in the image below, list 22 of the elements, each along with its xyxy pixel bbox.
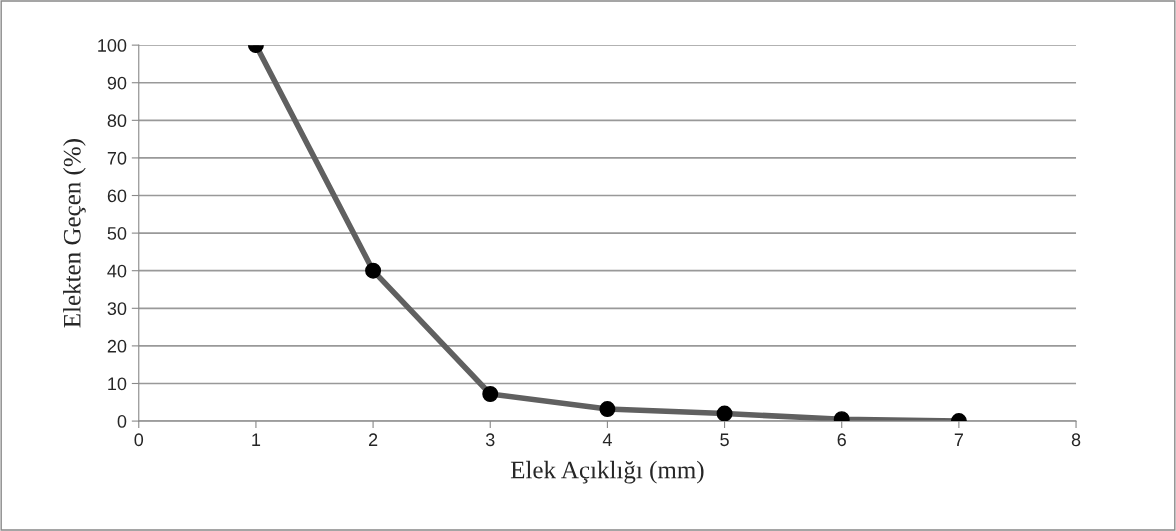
x-tick-label: 8 (1071, 433, 1081, 447)
y-tick-label: 100 (98, 39, 127, 52)
y-tick-label: 20 (107, 339, 127, 353)
y-tick-label: 90 (107, 76, 127, 90)
y-tick-label: 60 (107, 189, 127, 203)
x-tick-label: 5 (720, 433, 729, 447)
y-tick-label: 30 (107, 302, 127, 316)
y-tick-label: 80 (107, 114, 127, 128)
y-axis-title: Elekten Geçen (%) (63, 139, 86, 328)
y-tick-label: 10 (108, 377, 127, 391)
x-tick-label: 6 (837, 433, 846, 447)
x-tick-label: 3 (485, 433, 495, 447)
y-tick-label: 50 (107, 227, 127, 240)
y-tick-label: 70 (107, 151, 127, 165)
y-tick-label: 0 (117, 415, 127, 428)
x-tick-label: 2 (368, 433, 378, 446)
x-tick-label: 0 (134, 433, 144, 447)
x-tick-label: 4 (602, 433, 612, 446)
x-tick-label: 7 (954, 433, 963, 446)
y-tick-label: 40 (107, 264, 127, 278)
x-tick-label: 1 (252, 433, 261, 446)
x-axis-title: Elek Açıklığı (mm) (510, 460, 704, 484)
